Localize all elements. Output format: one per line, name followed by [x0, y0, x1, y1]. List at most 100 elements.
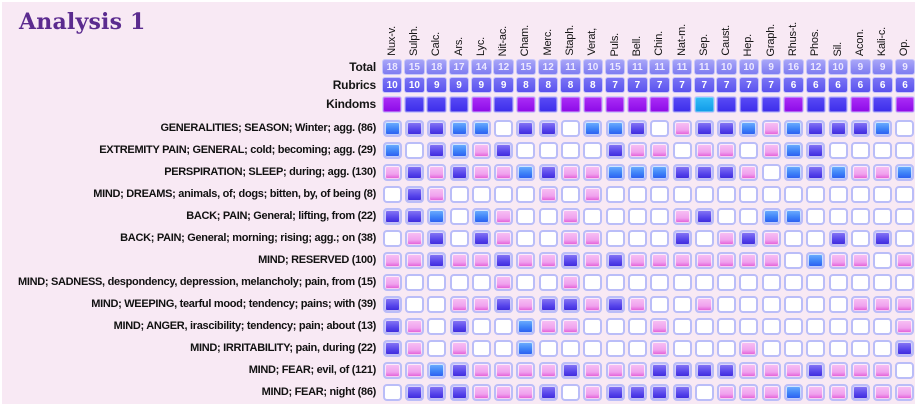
grade-cell[interactable]	[873, 251, 893, 269]
grade-cell[interactable]	[650, 251, 670, 269]
remedy-column-header[interactable]: Sil.	[827, 2, 849, 57]
grade-cell[interactable]	[850, 141, 870, 159]
kingdom-cell[interactable]	[381, 95, 403, 113]
grade-cell[interactable]	[382, 339, 402, 357]
grade-cell[interactable]	[650, 361, 670, 379]
grade-cell[interactable]	[382, 273, 402, 291]
grade-cell[interactable]	[516, 119, 536, 137]
grade-cell[interactable]	[783, 207, 803, 225]
grade-cell[interactable]	[739, 119, 759, 137]
grade-cell[interactable]	[717, 251, 737, 269]
grade-cell[interactable]	[449, 317, 469, 335]
grade-cell[interactable]	[583, 273, 603, 291]
grade-cell[interactable]	[404, 317, 424, 335]
grade-cell[interactable]	[627, 295, 647, 313]
grade-cell[interactable]	[739, 229, 759, 247]
grade-cell[interactable]	[605, 383, 625, 401]
grade-cell[interactable]	[427, 185, 447, 203]
grade-cell[interactable]	[471, 273, 491, 291]
grade-cell[interactable]	[694, 119, 714, 137]
grade-cell[interactable]	[538, 251, 558, 269]
remedy-column-header[interactable]: Op.	[894, 2, 915, 57]
grade-cell[interactable]	[516, 339, 536, 357]
grade-cell[interactable]	[717, 273, 737, 291]
grade-cell[interactable]	[516, 295, 536, 313]
grade-cell[interactable]	[427, 229, 447, 247]
grade-cell[interactable]	[739, 383, 759, 401]
grade-cell[interactable]	[694, 251, 714, 269]
grade-cell[interactable]	[471, 295, 491, 313]
grade-cell[interactable]	[627, 317, 647, 335]
grade-cell[interactable]	[895, 207, 915, 225]
grade-cell[interactable]	[494, 163, 514, 181]
grade-cell[interactable]	[672, 229, 692, 247]
grade-cell[interactable]	[672, 119, 692, 137]
grade-cell[interactable]	[717, 185, 737, 203]
grade-cell[interactable]	[583, 163, 603, 181]
grade-cell[interactable]	[516, 383, 536, 401]
grade-cell[interactable]	[694, 229, 714, 247]
grade-cell[interactable]	[828, 251, 848, 269]
grade-cell[interactable]	[850, 207, 870, 225]
grade-cell[interactable]	[627, 141, 647, 159]
grade-cell[interactable]	[561, 339, 581, 357]
remedy-column-header[interactable]: Hep.	[738, 2, 760, 57]
grade-cell[interactable]	[739, 185, 759, 203]
grade-cell[interactable]	[494, 383, 514, 401]
rubric-label[interactable]: PERSPIRATION; SLEEP; during; agg. (130)	[164, 166, 376, 178]
grade-cell[interactable]	[895, 339, 915, 357]
grade-cell[interactable]	[828, 383, 848, 401]
grade-cell[interactable]	[806, 141, 826, 159]
grade-cell[interactable]	[627, 273, 647, 291]
grade-cell[interactable]	[694, 361, 714, 379]
grade-cell[interactable]	[605, 229, 625, 247]
rubric-label[interactable]: MIND; SADNESS, despondency, depression, …	[17, 276, 376, 288]
grade-cell[interactable]	[449, 163, 469, 181]
grade-cell[interactable]	[516, 163, 536, 181]
grade-cell[interactable]	[516, 361, 536, 379]
grade-cell[interactable]	[627, 251, 647, 269]
grade-cell[interactable]	[650, 185, 670, 203]
grade-cell[interactable]	[538, 229, 558, 247]
kingdom-cell[interactable]	[827, 95, 849, 113]
grade-cell[interactable]	[650, 207, 670, 225]
grade-cell[interactable]	[427, 207, 447, 225]
grade-cell[interactable]	[538, 163, 558, 181]
grade-cell[interactable]	[850, 185, 870, 203]
grade-cell[interactable]	[672, 339, 692, 357]
kingdom-cell[interactable]	[426, 95, 447, 113]
grade-cell[interactable]	[627, 229, 647, 247]
grade-cell[interactable]	[427, 317, 447, 335]
grade-cell[interactable]	[605, 317, 625, 335]
grade-cell[interactable]	[449, 185, 469, 203]
grade-cell[interactable]	[895, 251, 915, 269]
grade-cell[interactable]	[538, 295, 558, 313]
grade-cell[interactable]	[404, 163, 424, 181]
rubric-label[interactable]: MIND; WEEPING, tearful mood; tendency; p…	[91, 298, 376, 310]
grade-cell[interactable]	[605, 141, 625, 159]
grade-cell[interactable]	[694, 185, 714, 203]
grade-cell[interactable]	[828, 141, 848, 159]
grade-cell[interactable]	[650, 383, 670, 401]
grade-cell[interactable]	[873, 185, 893, 203]
grade-cell[interactable]	[739, 317, 759, 335]
grade-cell[interactable]	[427, 295, 447, 313]
grade-cell[interactable]	[672, 163, 692, 181]
rubric-label[interactable]: BACK; PAIN; General; morning; rising; ag…	[120, 232, 376, 244]
grade-cell[interactable]	[427, 273, 447, 291]
grade-cell[interactable]	[850, 273, 870, 291]
rubric-label[interactable]: MIND; IRRITABILITY; pain, during (22)	[190, 342, 376, 354]
grade-cell[interactable]	[672, 383, 692, 401]
grade-cell[interactable]	[873, 383, 893, 401]
remedy-column-header[interactable]: Staph.	[559, 2, 581, 57]
grade-cell[interactable]	[449, 295, 469, 313]
grade-cell[interactable]	[471, 185, 491, 203]
grade-cell[interactable]	[538, 361, 558, 379]
grade-cell[interactable]	[605, 339, 625, 357]
grade-cell[interactable]	[471, 317, 491, 335]
grade-cell[interactable]	[605, 163, 625, 181]
grade-cell[interactable]	[427, 361, 447, 379]
grade-cell[interactable]	[449, 273, 469, 291]
grade-cell[interactable]	[650, 229, 670, 247]
grade-cell[interactable]	[806, 273, 826, 291]
